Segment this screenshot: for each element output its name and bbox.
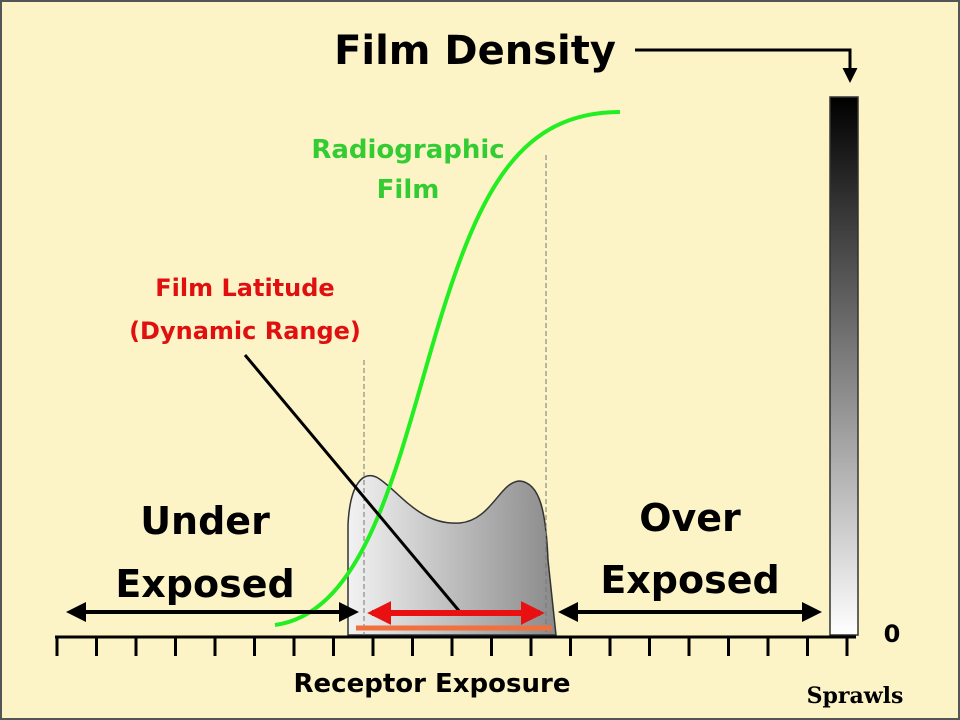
title: Film Density <box>334 28 616 74</box>
over-label: Exposed <box>600 558 779 602</box>
x-axis-label: Receptor Exposure <box>294 669 571 699</box>
over-label: Over <box>639 496 741 540</box>
credit: Sprawls <box>807 683 904 709</box>
exposure-distribution <box>347 475 557 636</box>
latitude-label: Film Latitude <box>155 274 334 302</box>
pointer-line <box>243 354 462 613</box>
under-label: Exposed <box>115 562 294 606</box>
under-label: Under <box>140 499 270 543</box>
latitude-label: (Dynamic Range) <box>129 317 361 345</box>
film-curve <box>274 110 621 627</box>
density-bar <box>829 96 859 636</box>
density-zero: 0 <box>884 620 901 648</box>
title-arrow <box>635 48 858 83</box>
curve-label: Film <box>377 175 440 205</box>
curve-label: Radiographic <box>311 135 504 165</box>
axis-ticks <box>55 637 849 656</box>
